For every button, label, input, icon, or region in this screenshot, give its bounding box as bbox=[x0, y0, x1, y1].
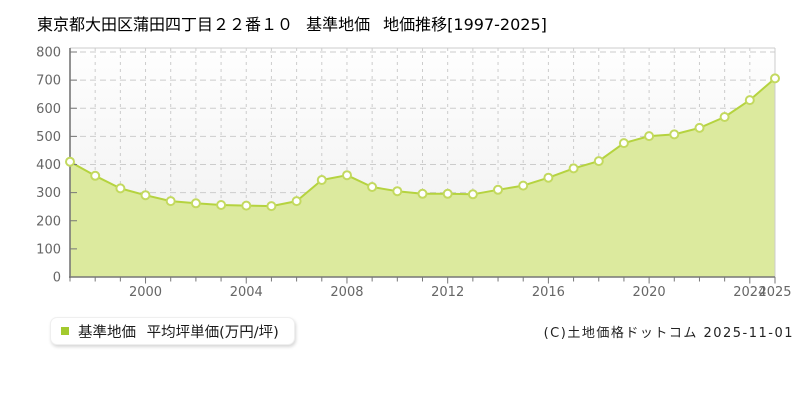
page-title: 東京都大田区蒲田四丁目２２番１０ 基準地価 地価推移[1997-2025] bbox=[37, 15, 547, 34]
legend-label: 基準地価 平均坪単価(万円/坪) bbox=[78, 324, 279, 341]
data-point bbox=[417, 188, 428, 199]
y-tick-label: 300 bbox=[36, 186, 61, 201]
data-point bbox=[190, 198, 201, 209]
data-point bbox=[65, 156, 75, 167]
data-point bbox=[593, 156, 604, 167]
data-point bbox=[493, 184, 503, 195]
y-tick-label: 600 bbox=[36, 102, 61, 117]
data-point bbox=[442, 188, 453, 199]
data-point bbox=[744, 95, 755, 106]
data-point bbox=[316, 175, 327, 185]
data-point bbox=[115, 183, 126, 194]
data-point bbox=[770, 73, 780, 84]
data-point bbox=[266, 201, 277, 212]
data-point bbox=[618, 138, 629, 149]
x-tick-label: 2024 bbox=[733, 285, 766, 300]
data-point bbox=[291, 196, 302, 207]
y-tick-label: 800 bbox=[36, 46, 61, 61]
data-point bbox=[216, 200, 227, 210]
copyright-note: (C)土地価格ドットコム 2025-11-01 bbox=[543, 326, 794, 341]
data-point bbox=[694, 122, 705, 133]
data-point bbox=[367, 182, 378, 192]
data-point bbox=[644, 131, 655, 142]
data-point bbox=[140, 190, 151, 201]
y-tick-label: 0 bbox=[53, 271, 61, 286]
x-tick-label: 2020 bbox=[633, 285, 666, 300]
x-tick-label: 2000 bbox=[129, 285, 162, 300]
area-fill bbox=[70, 78, 775, 278]
x-tick-label: 2008 bbox=[330, 285, 363, 300]
data-point bbox=[342, 170, 352, 181]
x-tick-label: 2016 bbox=[532, 285, 565, 300]
data-point bbox=[669, 129, 680, 140]
data-point bbox=[568, 163, 579, 174]
data-point bbox=[518, 180, 529, 191]
data-point bbox=[165, 196, 176, 207]
y-tick-label: 100 bbox=[36, 242, 61, 257]
data-point bbox=[241, 200, 252, 211]
data-point bbox=[543, 172, 554, 183]
x-tick-label: 2012 bbox=[431, 285, 464, 300]
x-tick-label: 2025 bbox=[758, 285, 791, 300]
y-tick-label: 400 bbox=[36, 158, 61, 173]
x-tick-label: 2004 bbox=[230, 285, 263, 300]
data-point bbox=[467, 189, 478, 200]
data-point bbox=[392, 186, 403, 197]
y-tick-label: 200 bbox=[36, 214, 61, 229]
data-point bbox=[90, 170, 101, 181]
y-tick-label: 500 bbox=[36, 130, 61, 145]
legend-swatch-icon bbox=[61, 327, 69, 335]
y-tick-label: 700 bbox=[36, 74, 61, 89]
legend: 基準地価 平均坪単価(万円/坪) bbox=[50, 317, 295, 345]
data-point bbox=[719, 112, 730, 122]
